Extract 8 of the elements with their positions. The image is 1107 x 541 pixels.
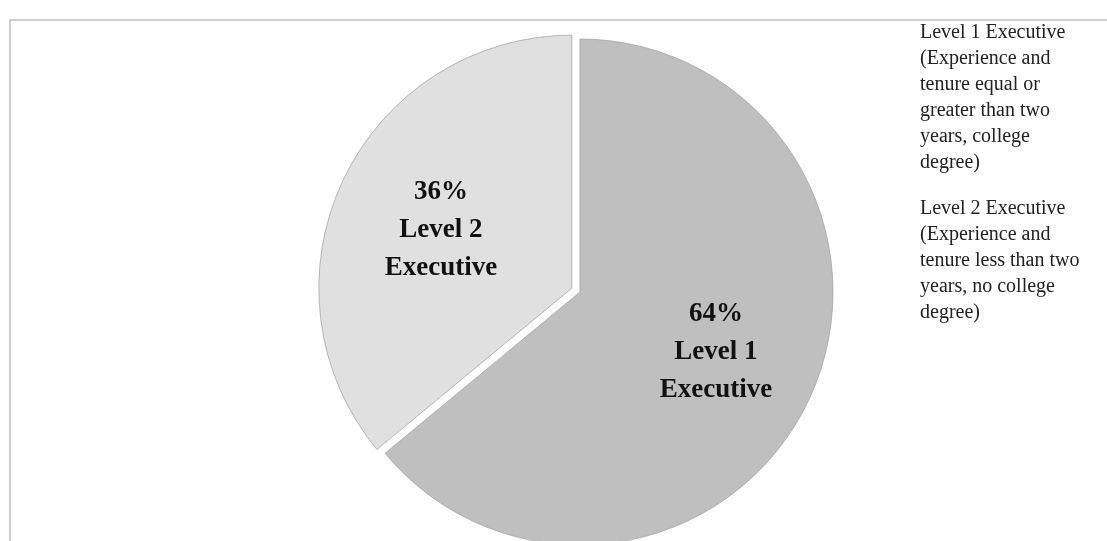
- slice-label: Level 2 Executive: [384, 212, 498, 281]
- slice-label: Level 1 Executive: [920, 20, 1066, 42]
- data-label: 64%: [688, 297, 743, 328]
- text: (Experience and tenure equal or greater than two years, college degree): [920, 46, 1051, 173]
- text: (Experience and tenure less than two years, no college degree): [920, 222, 1080, 323]
- data-label: 36%: [413, 174, 468, 205]
- category-label: Level 2 Executive: [920, 196, 1066, 218]
- slice-label: Level 1 Executive: [659, 335, 773, 404]
